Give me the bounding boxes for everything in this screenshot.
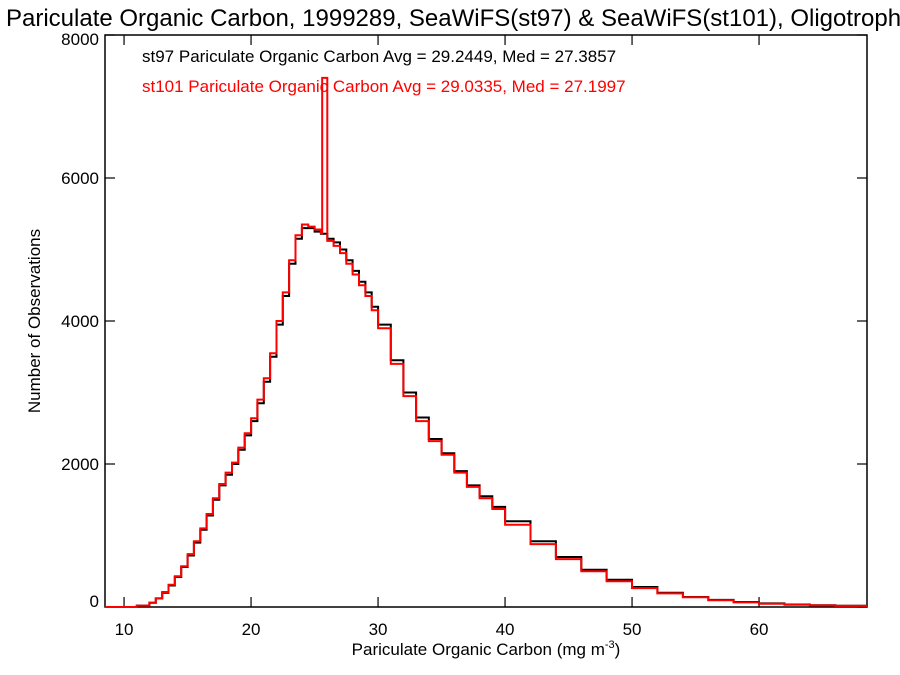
x-tick-label: 20 (242, 620, 261, 639)
plot-frame (104, 34, 868, 608)
x-tick-label: 50 (623, 620, 642, 639)
legend-label-st101: st101 Pariculate Organic Carbon Avg = 29… (142, 77, 626, 96)
x-tick-label: 60 (750, 620, 769, 639)
x-tick-label: 40 (496, 620, 515, 639)
x-axis-label-main: Pariculate Organic Carbon (mg m (352, 640, 605, 659)
y-axis-ticks: 0 2000 4000 6000 8000 (61, 30, 867, 611)
x-tick-label: 10 (115, 620, 134, 639)
x-axis-label-suffix: ) (615, 640, 621, 659)
x-tick-label: 30 (369, 620, 388, 639)
x-axis-label-superscript: -3 (605, 639, 615, 651)
chart-title: Pariculate Organic Carbon, 1999289, SeaW… (6, 5, 900, 32)
series-line-st101 (105, 76, 868, 608)
y-tick-label: 0 (90, 592, 99, 611)
x-axis-label: Pariculate Organic Carbon (mg m-3) (352, 639, 621, 659)
y-tick-label: 4000 (61, 312, 99, 331)
series-line-st97 (105, 227, 868, 608)
y-axis-label: Number of Observations (25, 229, 44, 413)
series-layer (105, 76, 868, 608)
y-tick-label: 2000 (61, 455, 99, 474)
legend-label-st97: st97 Pariculate Organic Carbon Avg = 29.… (142, 47, 616, 66)
x-axis-ticks: 10 20 30 40 50 60 (115, 35, 769, 639)
y-tick-label: 6000 (61, 169, 99, 188)
y-tick-label: 8000 (61, 30, 99, 49)
